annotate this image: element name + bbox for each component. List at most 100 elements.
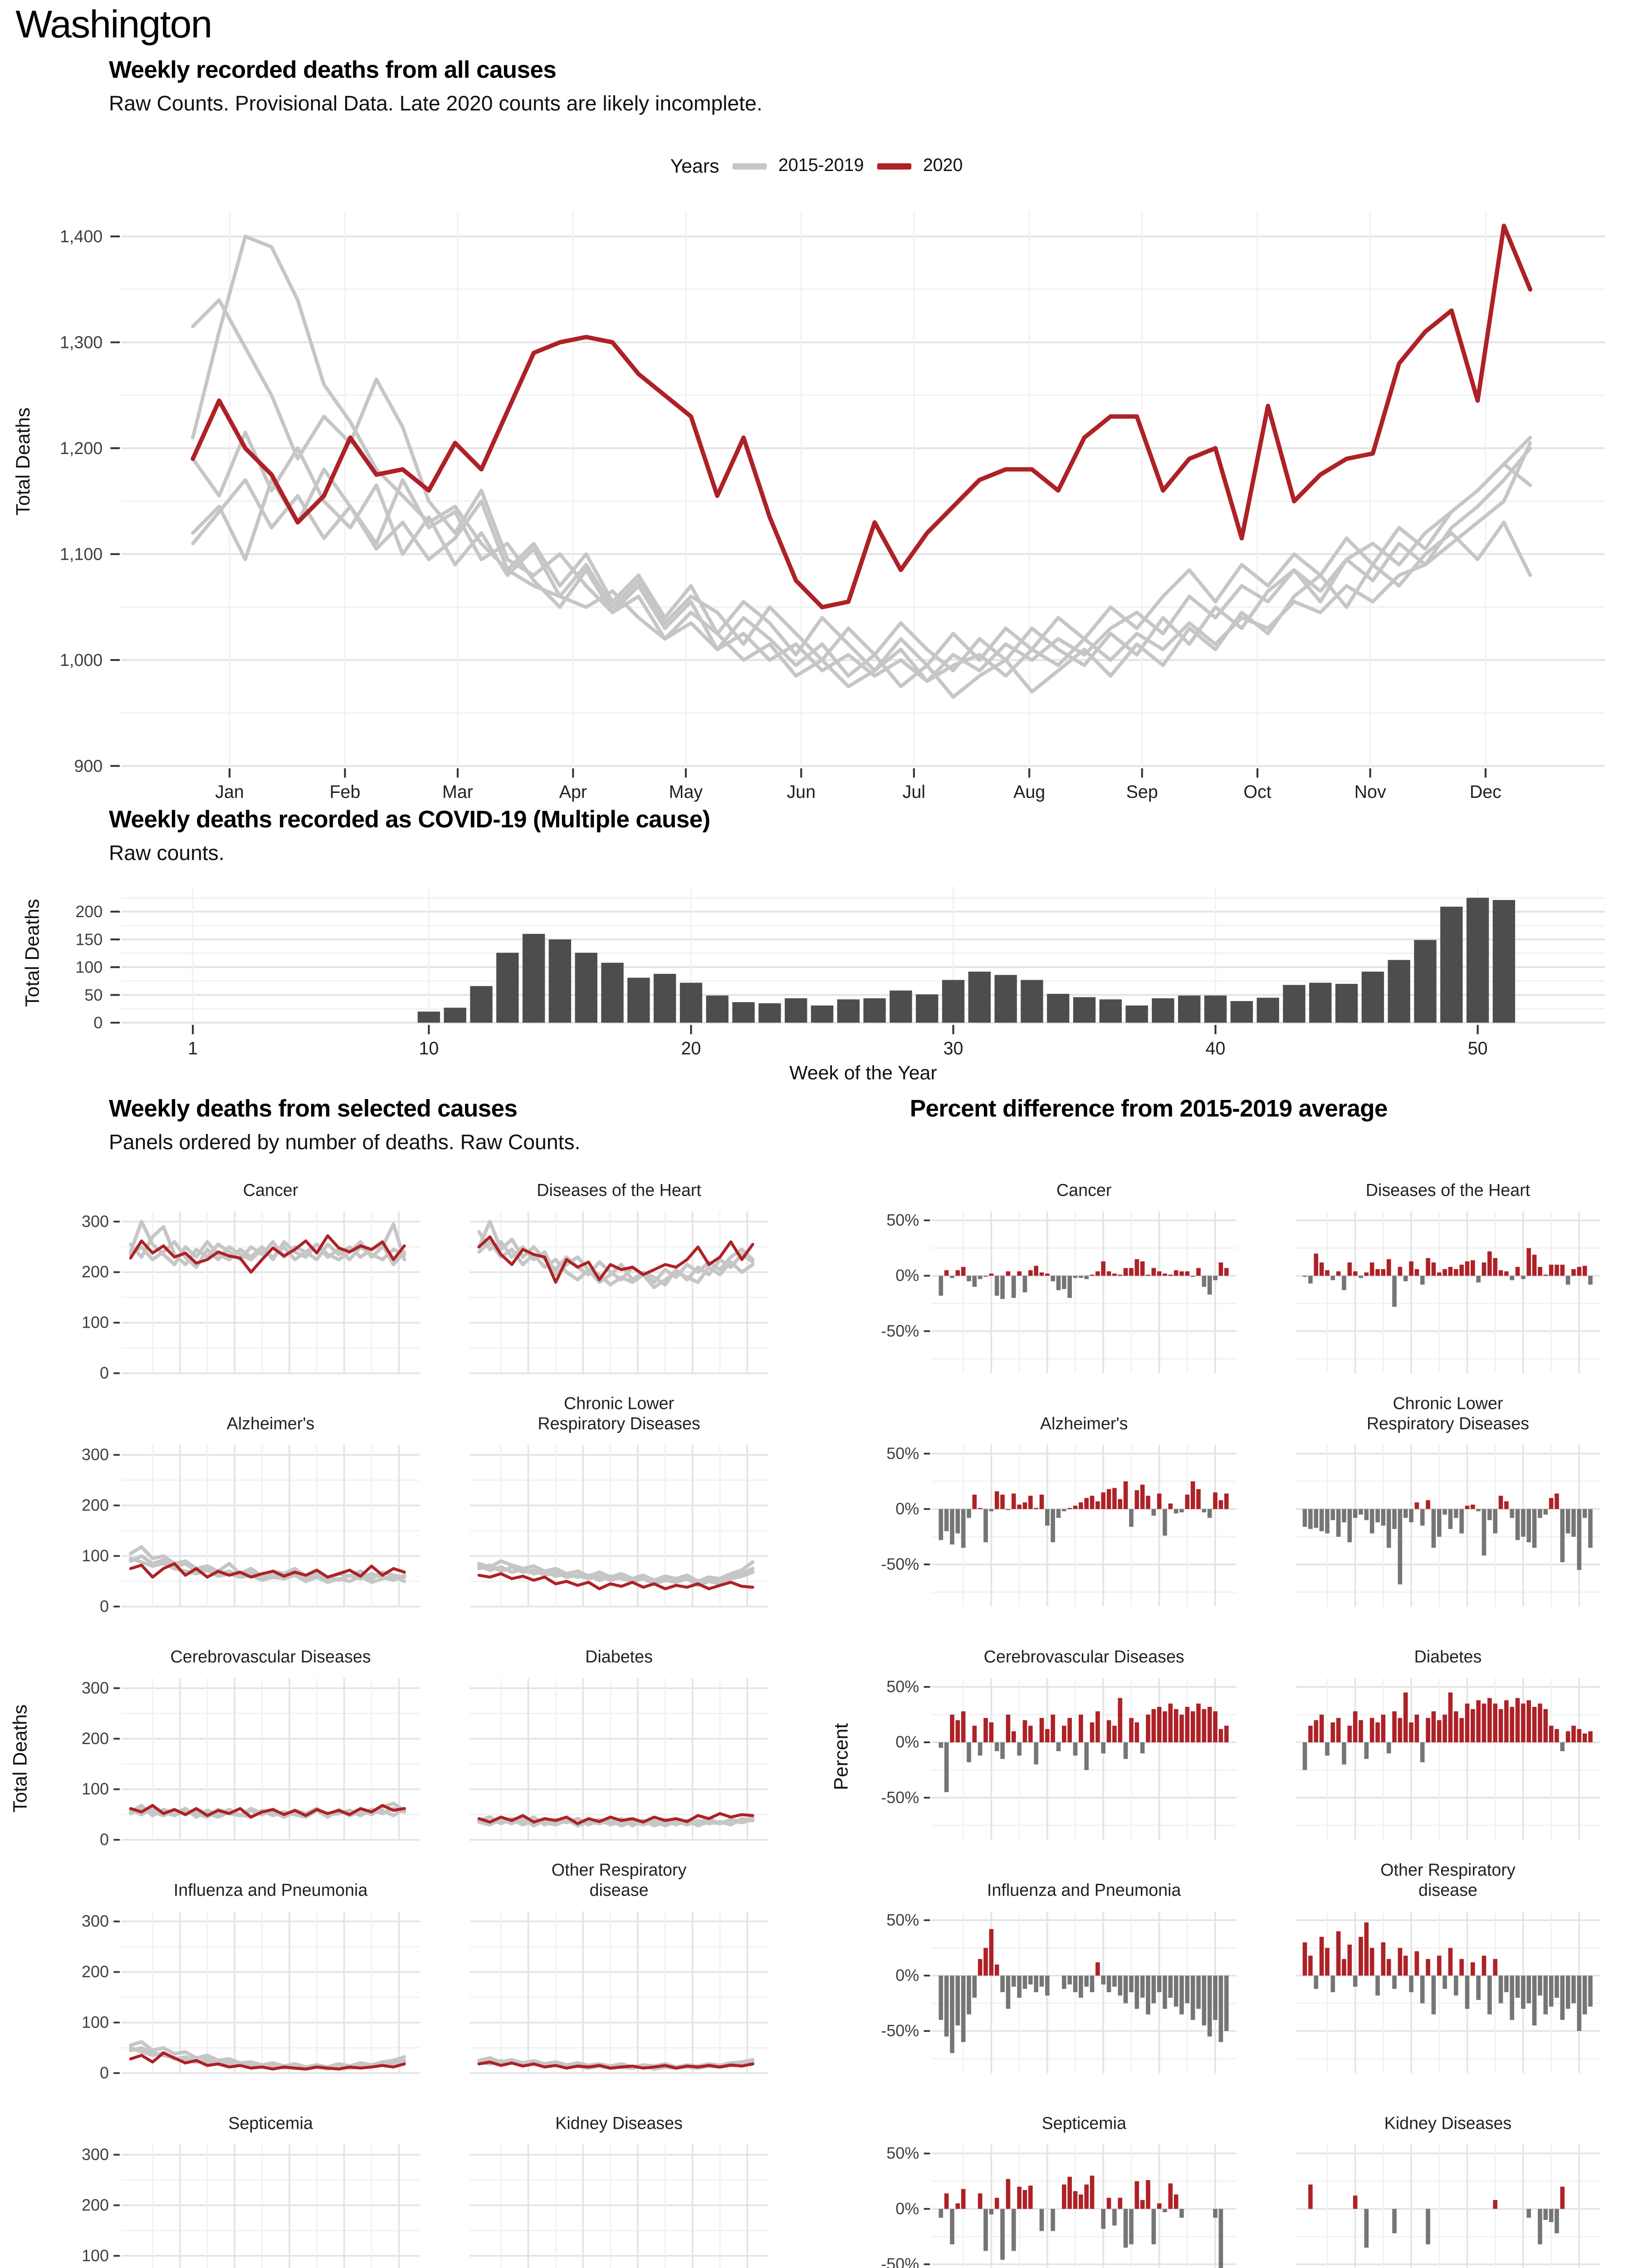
svg-text:200: 200 [82, 1496, 109, 1515]
panel-cancer: Cancer 0 100 200 300 [82, 1181, 420, 1382]
svg-text:Cancer: Cancer [1056, 1181, 1112, 1200]
svg-text:Sep: Sep [1126, 782, 1158, 802]
svg-text:100: 100 [82, 2013, 109, 2032]
svg-text:300: 300 [82, 1445, 109, 1464]
panel-kidney-diseases: Kidney Diseases11020304050 [469, 2114, 768, 2268]
svg-text:100: 100 [82, 2246, 109, 2265]
pct-panel-cerebrovascular-diseases: Cerebrovascular Diseases 50% 0% -50% [881, 1647, 1237, 1840]
svg-text:200: 200 [82, 2195, 109, 2214]
svg-text:Diseases of the Heart: Diseases of the Heart [537, 1181, 701, 1200]
svg-text:1,200: 1,200 [60, 439, 103, 458]
covid-subtitle: Raw counts. [108, 841, 225, 865]
svg-text:200: 200 [82, 1962, 109, 1981]
selected-causes-subtitle: Panels ordered by number of deaths. Raw … [108, 1130, 581, 1154]
all-causes-title: Weekly recorded deaths from all causes [108, 57, 557, 84]
svg-text:Chronic Lower: Chronic Lower [564, 1393, 674, 1413]
svg-text:Chronic Lower: Chronic Lower [1393, 1393, 1503, 1413]
svg-text:Septicemia: Septicemia [1041, 2114, 1126, 2133]
svg-text:100: 100 [82, 1313, 109, 1332]
svg-text:200: 200 [75, 902, 103, 921]
svg-text:50%: 50% [886, 2144, 919, 2162]
svg-text:Septicemia: Septicemia [228, 2114, 313, 2133]
svg-text:Alzheimer's: Alzheimer's [1040, 1414, 1128, 1433]
svg-text:Diseases of the Heart: Diseases of the Heart [1366, 1181, 1530, 1200]
pct-diff-header: Percent difference from 2015-2019 averag… [910, 1096, 1388, 1124]
svg-text:Aug: Aug [1013, 782, 1045, 802]
svg-text:Cerebrovascular Diseases: Cerebrovascular Diseases [984, 1647, 1184, 1666]
svg-text:0: 0 [100, 1830, 109, 1849]
svg-text:0%: 0% [895, 1266, 919, 1285]
svg-text:40: 40 [1206, 1039, 1226, 1059]
svg-text:1,100: 1,100 [60, 545, 103, 564]
panel-alzheimer-s: Alzheimer's 0 100 200 300 [82, 1414, 420, 1615]
pct-panel-alzheimer-s: Alzheimer's 50% 0% -50% [881, 1414, 1237, 1607]
svg-text:Other Respiratory: Other Respiratory [1380, 1860, 1516, 1879]
svg-text:Week of the Year: Week of the Year [789, 1062, 937, 1084]
svg-text:1,300: 1,300 [60, 333, 103, 352]
svg-text:-50%: -50% [881, 1555, 919, 1574]
legend-label-2020: 2020 [923, 157, 963, 176]
svg-text:1,000: 1,000 [60, 650, 103, 670]
svg-text:0: 0 [93, 1013, 103, 1032]
svg-text:Apr: Apr [559, 782, 587, 802]
pct-diff-title: Percent difference from 2015-2019 averag… [909, 1096, 1388, 1123]
svg-text:200: 200 [82, 1262, 109, 1281]
svg-text:Respiratory Diseases: Respiratory Diseases [1367, 1414, 1529, 1433]
svg-text:Alzheimer's: Alzheimer's [227, 1414, 315, 1433]
svg-text:Diabetes: Diabetes [1414, 1647, 1482, 1666]
svg-text:-50%: -50% [881, 2021, 919, 2040]
pct-diff-panels-svg: Cancer 50% 0% -50% Diseases of the Heart Alzh… [881, 1181, 1600, 2268]
svg-text:-50%: -50% [881, 2254, 919, 2268]
svg-text:30: 30 [944, 1039, 963, 1059]
svg-text:Dec: Dec [1470, 782, 1501, 802]
page-title: Washington [15, 3, 212, 47]
svg-text:300: 300 [82, 2145, 109, 2164]
svg-text:0: 0 [100, 1597, 109, 1615]
svg-text:50%: 50% [886, 1911, 919, 1929]
svg-text:Cerebrovascular Diseases: Cerebrovascular Diseases [170, 1647, 371, 1666]
svg-text:50%: 50% [886, 1677, 919, 1696]
covid-bars [417, 898, 1516, 1023]
panel-influenza-and-pneumonia: Influenza and Pneumonia 0 100 200 300 [82, 1880, 420, 2082]
panel-cerebrovascular-diseases: Cerebrovascular Diseases 0 100 200 300 [82, 1647, 420, 1849]
selected-causes-y-axis-title: Total Deaths [9, 1704, 31, 1813]
svg-text:150: 150 [75, 930, 103, 948]
svg-text:Cancer: Cancer [243, 1181, 298, 1200]
svg-text:50%: 50% [886, 1211, 919, 1229]
svg-text:disease: disease [590, 1880, 649, 1899]
svg-text:0: 0 [100, 1364, 109, 1382]
svg-text:300: 300 [82, 1912, 109, 1931]
svg-text:1: 1 [188, 1039, 198, 1059]
series-2015-2019 [191, 235, 1532, 699]
svg-text:200: 200 [82, 1729, 109, 1748]
covid-plot [121, 886, 1605, 1024]
svg-text:Kidney Diseases: Kidney Diseases [1384, 2114, 1512, 2133]
svg-text:20: 20 [681, 1039, 701, 1059]
all-causes-chart-svg: 900 1,000 1,100 1,200 1,300 1,400 Jan Feb Mar Apr… [60, 211, 1605, 802]
svg-text:Other Respiratory: Other Respiratory [552, 1860, 687, 1879]
svg-text:Influenza and Pneumonia: Influenza and Pneumonia [987, 1880, 1181, 1899]
pct-panel-diseases-of-the-heart: Diseases of the Heart [1295, 1181, 1600, 1374]
svg-text:300: 300 [82, 1212, 109, 1231]
x-axis-months: Jan Feb Mar Apr May Jun Jul Aug Sep Oct Nov Dec [215, 768, 1501, 802]
svg-text:-50%: -50% [881, 1788, 919, 1807]
red-line-swatch [878, 163, 912, 170]
x-axis: 1 10 20 30 40 50 [188, 1025, 1488, 1059]
svg-text:Oct: Oct [1243, 782, 1271, 802]
selected-causes-header: Weekly deaths from selected causes Panel… [109, 1096, 580, 1154]
svg-text:300: 300 [82, 1678, 109, 1697]
pct-panel-diabetes: Diabetes [1295, 1647, 1600, 1840]
y-axis: 0 50 100 150 200 [75, 902, 120, 1032]
svg-text:100: 100 [82, 1779, 109, 1798]
legend-title: Years [670, 155, 719, 177]
covid-header: Weekly deaths recorded as COVID-19 (Mult… [109, 807, 710, 865]
svg-text:10: 10 [419, 1039, 439, 1059]
legend-item-2020: 2020 [878, 157, 963, 176]
